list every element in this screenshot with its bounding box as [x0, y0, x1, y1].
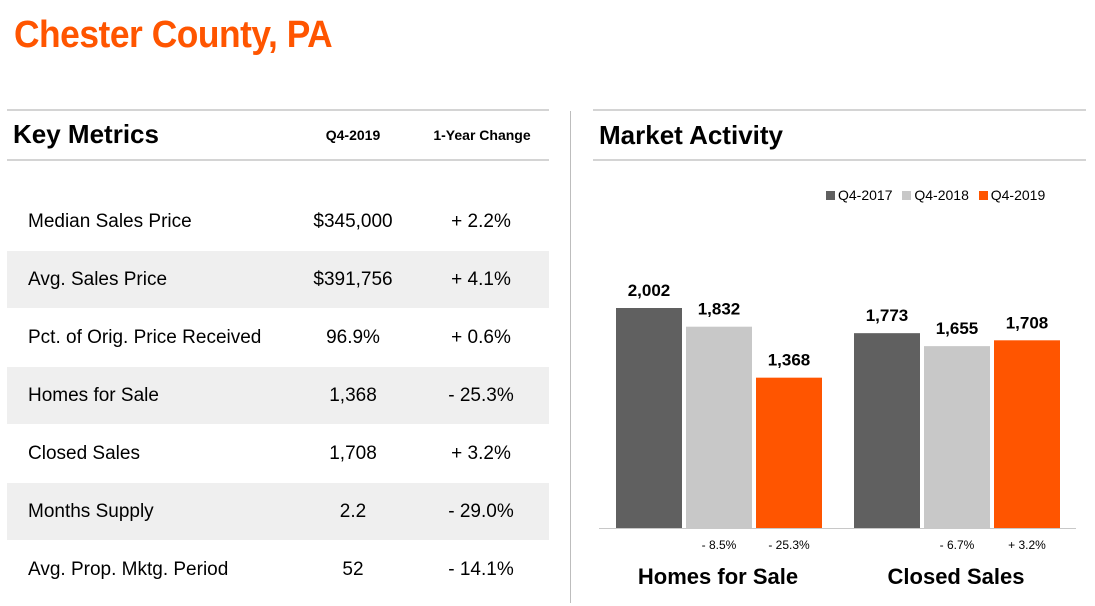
metric-row: Avg. Prop. Mktg. Period 52 - 14.1% — [7, 541, 549, 598]
metric-change: - 29.0% — [448, 501, 514, 522]
metrics-title: Key Metrics — [13, 119, 159, 149]
metric-change: + 3.2% — [451, 443, 511, 464]
metric-row: Pct. of Orig. Price Received 96.9% + 0.6… — [7, 309, 549, 366]
legend-swatch — [978, 191, 988, 200]
legend-item-q4-2018: Q4-2018 — [902, 187, 969, 203]
metric-value: $345,000 — [313, 211, 393, 232]
bar — [756, 377, 822, 528]
bar-value-label: 1,655 — [936, 319, 979, 338]
bar-value-label: 1,708 — [1006, 313, 1049, 332]
legend-label: Q4-2018 — [914, 187, 969, 203]
legend-item-q4-2019: Q4-2019 — [978, 187, 1046, 203]
metric-change: - 25.3% — [448, 385, 514, 406]
metric-row: Homes for Sale 1,368 - 25.3% — [7, 367, 549, 424]
metric-label: Pct. of Orig. Price Received — [28, 327, 262, 348]
bar-change-label: + 3.2% — [1008, 538, 1046, 552]
legend-swatch — [826, 191, 835, 200]
metric-label: Median Sales Price — [28, 211, 192, 232]
metric-label: Months Supply — [28, 501, 154, 522]
metric-change: + 2.2% — [451, 211, 511, 232]
metric-label: Avg. Sales Price — [28, 269, 168, 290]
bar — [686, 326, 752, 528]
metric-value: 1,368 — [329, 385, 377, 406]
bar-change-label: - 8.5% — [702, 538, 737, 552]
metric-row: Median Sales Price $345,000 + 2.2% — [7, 193, 549, 250]
category-label-closed-sales: Closed Sales — [887, 564, 1025, 589]
metric-row: Avg. Sales Price $391,756 + 4.1% — [7, 251, 549, 308]
metric-value: $391,756 — [313, 269, 393, 290]
page-title: Chester County, PA — [14, 14, 333, 56]
panel-divider — [570, 111, 571, 603]
legend-label: Q4-2019 — [990, 187, 1046, 203]
legend-item-q4-2017: Q4-2017 — [826, 187, 892, 203]
activity-top-rule — [593, 109, 1086, 111]
metric-value: 1,708 — [329, 443, 377, 464]
column-header-quarter: Q4-2019 — [325, 127, 381, 143]
metric-change: + 4.1% — [451, 269, 511, 290]
metric-change: + 0.6% — [451, 327, 511, 348]
activity-header-rule — [593, 159, 1086, 161]
metric-value: 52 — [342, 559, 364, 580]
metric-value: 2.2 — [339, 501, 367, 522]
legend-swatch — [902, 191, 912, 200]
chart-legend: Q4-2017 Q4-2018 Q4-2019 — [826, 187, 1045, 203]
bar — [616, 308, 682, 528]
metric-label: Closed Sales — [28, 443, 140, 464]
metric-label: Avg. Prop. Mktg. Period — [28, 559, 229, 580]
metrics-header: Key Metrics Q4-2019 1-Year Change — [7, 109, 549, 159]
bar-change-label: - 6.7% — [940, 538, 975, 552]
market-activity-title: Market Activity — [599, 120, 783, 150]
bar-value-label: 1,832 — [698, 300, 741, 319]
metric-row: Months Supply 2.2 - 29.0% — [7, 483, 549, 540]
bar-value-label: 2,002 — [628, 281, 671, 300]
metric-value: 96.9% — [326, 327, 380, 348]
metrics-top-rule — [7, 109, 549, 111]
bar — [994, 340, 1060, 528]
legend-label: Q4-2017 — [838, 187, 893, 203]
metric-label: Homes for Sale — [28, 385, 159, 406]
bar-value-label: 1,773 — [866, 306, 909, 325]
metrics-header-rule — [7, 159, 549, 161]
bar — [854, 333, 920, 528]
metric-row: Closed Sales 1,708 + 3.2% — [7, 425, 549, 482]
bar-value-label: 1,368 — [768, 351, 811, 370]
column-header-change: 1-Year Change — [433, 127, 531, 143]
bar — [924, 346, 990, 528]
bar-change-label: - 25.3% — [768, 538, 810, 552]
category-label-homes-for-sale: Homes for Sale — [637, 564, 799, 589]
metric-change: - 14.1% — [448, 559, 514, 580]
